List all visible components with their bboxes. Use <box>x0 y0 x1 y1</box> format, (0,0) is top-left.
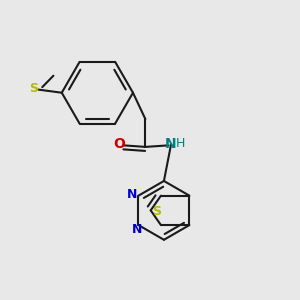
Text: H: H <box>176 137 185 150</box>
Text: N: N <box>132 223 142 236</box>
Text: N: N <box>127 188 137 201</box>
Text: O: O <box>113 137 125 152</box>
Text: S: S <box>152 205 161 218</box>
Text: N: N <box>165 137 177 152</box>
Text: S: S <box>29 82 38 95</box>
